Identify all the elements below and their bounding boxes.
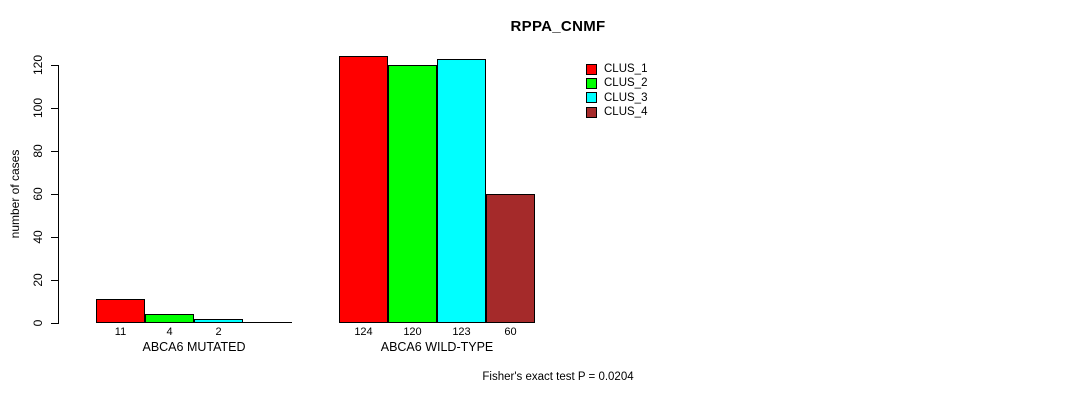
legend-item: CLUS_1 [586, 62, 647, 76]
y-tick [51, 237, 58, 238]
bar-value-label: 124 [354, 326, 373, 338]
bar-value-label: 4 [166, 326, 173, 338]
bar-clus_2-mutated [145, 314, 194, 323]
legend-swatch-icon [586, 106, 597, 118]
legend: CLUS_1 CLUS_2 CLUS_3 CLUS_4 [586, 62, 647, 119]
bar-clus_4-mutated [243, 322, 292, 323]
y-tick-label: 120 [31, 54, 45, 76]
bar-clus_1-wild-type [339, 56, 388, 323]
y-tick [51, 151, 58, 152]
y-tick [51, 194, 58, 195]
group-label: ABCA6 WILD-TYPE [380, 340, 494, 354]
bar-clus_3-mutated [194, 319, 243, 323]
bar-clus_4-wild-type [486, 194, 535, 323]
bar-clus_1-mutated [96, 299, 145, 323]
legend-label: CLUS_3 [604, 91, 648, 104]
y-tick [51, 108, 58, 109]
bar-value-label: 123 [452, 326, 471, 338]
legend-swatch-icon [586, 92, 597, 104]
y-tick-label: 80 [31, 144, 45, 158]
y-tick-label: 100 [31, 97, 45, 119]
bar-value-label: 60 [504, 326, 517, 338]
y-tick-label: 60 [31, 187, 45, 201]
legend-label: CLUS_4 [604, 105, 648, 118]
y-tick [51, 65, 58, 66]
group-label: ABCA6 MUTATED [142, 340, 246, 354]
y-axis-label: number of cases [8, 149, 22, 239]
legend-swatch-icon [586, 77, 597, 89]
chart-title: RPPA_CNMF [510, 18, 606, 35]
legend-label: CLUS_2 [604, 77, 648, 90]
y-tick-label: 20 [31, 273, 45, 287]
legend-swatch-icon [586, 63, 597, 75]
legend-label: CLUS_1 [604, 63, 648, 75]
bar-clus_2-wild-type [388, 65, 437, 323]
bar-value-label: 11 [114, 326, 127, 338]
bar-value-label: 120 [403, 326, 422, 338]
y-tick [51, 280, 58, 281]
y-tick [51, 323, 58, 324]
bar-value-label: 2 [215, 326, 222, 338]
y-tick-label: 40 [31, 230, 45, 244]
y-axis-line [58, 65, 59, 324]
legend-item: CLUS_4 [586, 105, 647, 119]
legend-item: CLUS_3 [586, 91, 647, 105]
legend-item: CLUS_2 [586, 76, 647, 90]
bar-clus_3-wild-type [437, 59, 486, 323]
fisher-test-note: Fisher's exact test P = 0.0204 [482, 371, 634, 383]
y-tick-label: 0 [31, 319, 45, 327]
